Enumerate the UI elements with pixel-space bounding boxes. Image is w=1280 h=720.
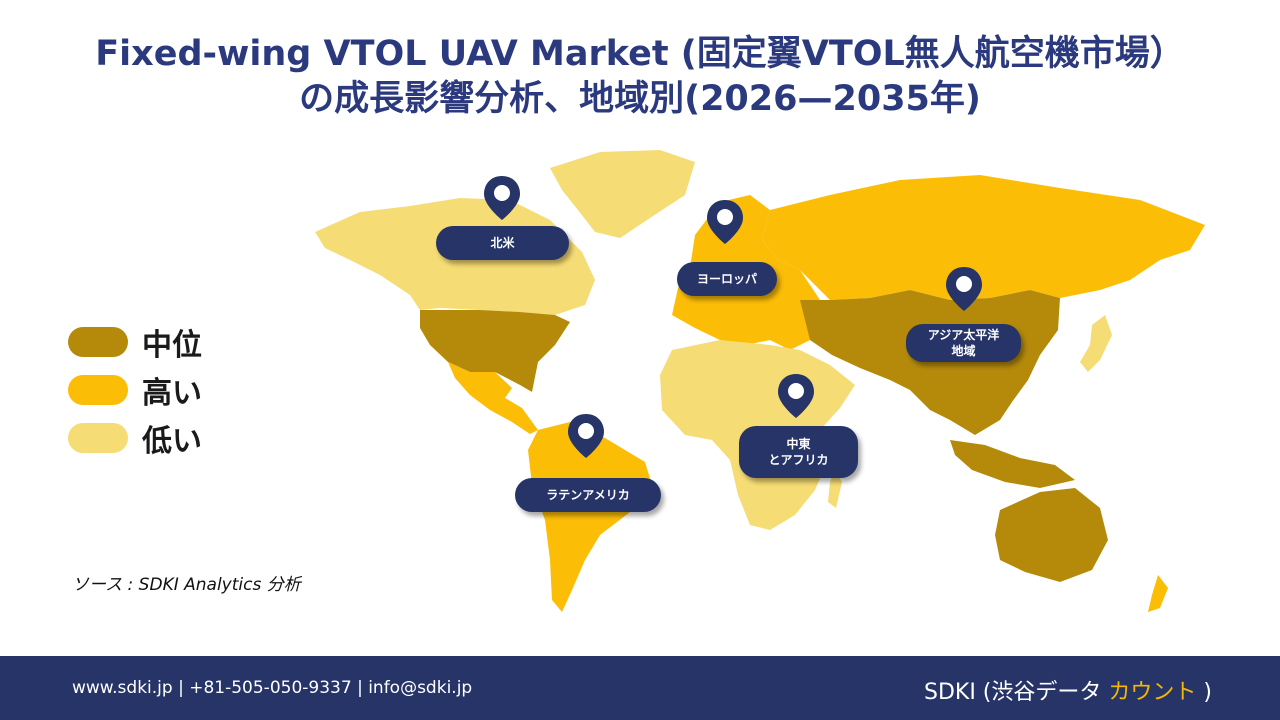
brand-close: ) [1203, 680, 1212, 705]
world-map [315, 150, 1205, 612]
page-title: Fixed-wing VTOL UAV Market (固定翼VTOL無人航空機… [0, 32, 1280, 122]
legend-swatch-low [68, 423, 128, 453]
legend-item-high: 高い [68, 366, 202, 414]
map-asia [800, 290, 1060, 435]
legend-item-low: 低い [68, 414, 202, 462]
legend: 中位 高い 低い [68, 318, 202, 462]
source-note: ソース : SDKI Analytics 分析 [72, 575, 301, 595]
map-south-america [528, 422, 652, 612]
legend-label-low: 低い [142, 424, 202, 459]
map-greenland [550, 150, 695, 238]
brand-main: SDKI (渋谷データ [923, 680, 1102, 705]
region-label-europe: ヨーロッパ [677, 262, 777, 296]
legend-swatch-high [68, 375, 128, 405]
title-line-1: Fixed-wing VTOL UAV Market (固定翼VTOL無人航空機… [95, 34, 1185, 74]
legend-label-high: 高い [142, 376, 202, 411]
region-label-asia-pacific: アジア太平洋 地域 [906, 324, 1021, 362]
map-new-zealand [1148, 575, 1168, 612]
legend-item-medium: 中位 [68, 318, 202, 366]
pin-asia-pacific-icon [946, 267, 982, 311]
legend-swatch-medium [68, 327, 128, 357]
map-mexico [448, 362, 538, 434]
pin-latin-america-icon [568, 414, 604, 458]
map-russia [762, 175, 1205, 300]
region-label-north-america: 北米 [436, 226, 569, 260]
map-southeast-asia [950, 440, 1075, 488]
pin-north-america-icon [484, 176, 520, 220]
map-madagascar [828, 470, 842, 508]
footer-contact: www.sdki.jp | +81-505-050-9337 | info@sd… [72, 678, 473, 698]
footer-brand: SDKI (渋谷データ カウント ) [924, 674, 1212, 706]
map-australia [995, 488, 1108, 582]
map-japan [1080, 315, 1112, 372]
title-line-2: の成長影響分析、地域別(2026—2035年) [299, 79, 981, 119]
region-label-middle-east-africa: 中東 とアフリカ [739, 426, 858, 478]
footer-bar: www.sdki.jp | +81-505-050-9337 | info@sd… [0, 656, 1280, 720]
pin-europe-icon [707, 200, 743, 244]
pin-middle-east-africa-icon [778, 374, 814, 418]
brand-accent: カウント [1108, 680, 1197, 705]
legend-label-medium: 中位 [142, 328, 202, 363]
map-united-states [420, 310, 570, 392]
region-label-latin-america: ラテンアメリカ [515, 478, 661, 512]
